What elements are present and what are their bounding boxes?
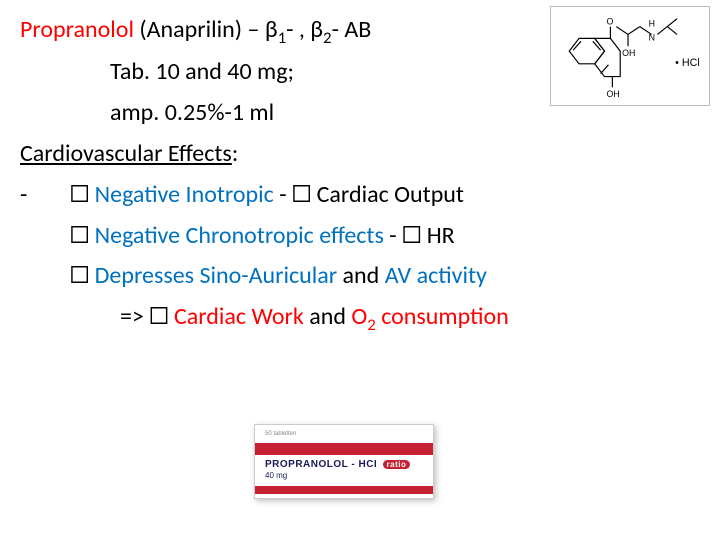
b4-red1: Cardiac Work xyxy=(169,302,304,331)
chem-o: O xyxy=(606,17,613,27)
chem-n: N xyxy=(649,32,655,42)
arrow-text: => xyxy=(120,302,149,331)
b4-red2: O2 consumption xyxy=(351,302,508,331)
package-brand: PROPRANOLOL - HCI ratio xyxy=(265,459,410,470)
bullet-3-body: 🞏 Depresses Sino-Auricular and AV activi… xyxy=(42,256,487,297)
beta1-pre: β xyxy=(265,15,278,44)
chem-h: H xyxy=(649,19,655,29)
b3-blue1: Depresses Sino-Auricular xyxy=(89,261,337,290)
box-icon: 🞏 xyxy=(149,302,168,331)
box-icon: 🞏 xyxy=(70,180,89,209)
bullet-dash-empty xyxy=(20,297,42,339)
beta1: β1 xyxy=(265,15,286,44)
package-stripe-bottom xyxy=(255,486,433,494)
beta1-sub: 1 xyxy=(278,27,287,48)
chemical-structure: O OH OH H N • HCl xyxy=(550,6,710,106)
bullet-1: - 🞏 Negative Inotropic - 🞏 Cardiac Outpu… xyxy=(20,175,700,216)
b4-and: and xyxy=(304,302,352,331)
chem-hcl: • HCl xyxy=(675,57,700,69)
package-pill: ratio xyxy=(383,460,411,469)
beta2-sub: 2 xyxy=(323,27,332,48)
box-icon: 🞏 xyxy=(402,221,421,250)
b1-black: Cardiac Output xyxy=(311,180,464,209)
bullet-dash-1: - xyxy=(20,175,42,216)
o2-pre: O xyxy=(351,302,367,331)
o2-post: consumption xyxy=(376,302,509,331)
b3-and: and xyxy=(337,261,385,290)
bullet-2: 🞏 Negative Chronotropic effects - 🞏 HR xyxy=(20,216,700,257)
bullet-1-body: 🞏 Negative Inotropic - 🞏 Cardiac Output xyxy=(42,175,464,216)
beta2-pre: β xyxy=(310,15,323,44)
package-box: 50 tabletten PROPRANOLOL - HCI ratio 40 … xyxy=(254,424,434,499)
chem-svg: O OH OH H N • HCl xyxy=(551,7,709,105)
bullet-4-body: => 🞏 Cardiac Work and O2 consumption xyxy=(42,297,509,339)
box-icon: 🞏 xyxy=(292,180,311,209)
b2-sep: - xyxy=(384,221,402,250)
chem-oh2: OH xyxy=(606,89,619,99)
bullet-3: 🞏 Depresses Sino-Auricular and AV activi… xyxy=(20,256,700,297)
package-brand-text: PROPRANOLOL - HCI xyxy=(265,459,377,470)
b2-black: HR xyxy=(421,221,454,250)
beta2: β2 xyxy=(310,15,331,44)
medicine-package: 50 tabletten PROPRANOLOL - HCI ratio 40 … xyxy=(240,400,460,520)
drug-name: Propranolol xyxy=(20,15,134,44)
bullet-2-body: 🞏 Negative Chronotropic effects - 🞏 HR xyxy=(42,216,455,257)
package-stripe-top xyxy=(255,443,433,455)
package-mg: 40 mg xyxy=(265,471,287,480)
bullet-dash-empty xyxy=(20,216,42,257)
bullet-4: => 🞏 Cardiac Work and O2 consumption xyxy=(20,297,700,339)
cardio-header-text: Cardiovascular Effects xyxy=(20,139,232,168)
b1-blue: Negative Inotropic xyxy=(89,180,274,209)
o2-sub: 2 xyxy=(367,314,376,335)
b1-sep: - xyxy=(274,180,292,209)
bullet-dash-empty xyxy=(20,256,42,297)
b2-blue: Negative Chronotropic effects xyxy=(89,221,384,250)
box-icon: 🞏 xyxy=(70,221,89,250)
drug-alt: (Anaprilin) – xyxy=(134,15,265,44)
cardio-colon: : xyxy=(232,139,238,168)
beta-mid: - , xyxy=(286,15,310,44)
chem-oh1: OH xyxy=(622,48,635,58)
b3-blue2: AV activity xyxy=(385,261,487,290)
line-cardio-header: Cardiovascular Effects: xyxy=(20,134,700,175)
box-icon: 🞏 xyxy=(70,261,89,290)
beta-suffix: - AB xyxy=(332,15,372,44)
package-small-text: 50 tabletten xyxy=(265,431,296,437)
